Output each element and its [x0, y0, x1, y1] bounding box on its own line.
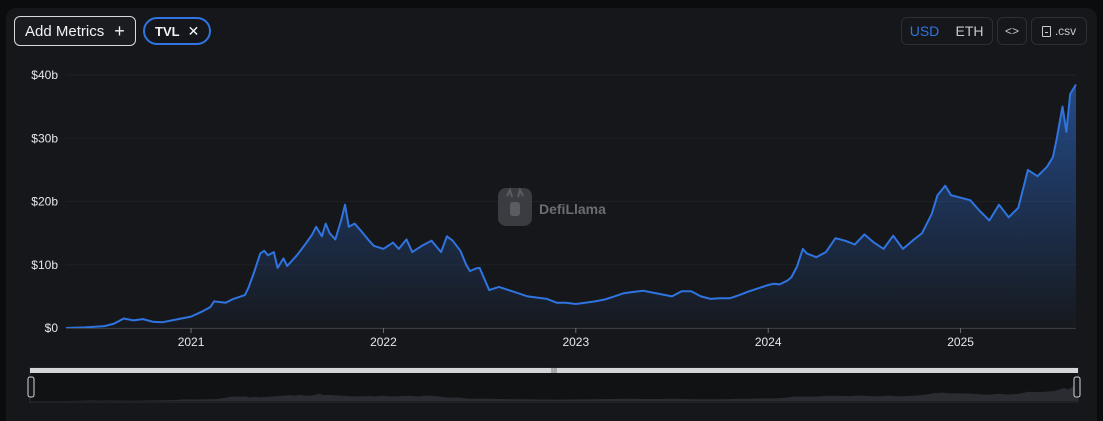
y-tick-label: $40b	[31, 68, 58, 82]
file-icon	[1041, 25, 1051, 37]
download-csv-button[interactable]: .csv	[1031, 17, 1087, 45]
brush-top-bar[interactable]	[30, 368, 1078, 373]
x-tick-label: 2025	[947, 335, 974, 349]
csv-label: .csv	[1054, 24, 1077, 38]
add-metrics-label: Add Metrics	[25, 22, 105, 40]
y-tick-label: $20b	[31, 195, 58, 209]
x-axis: 2021 2022 2023 2024 2025	[66, 328, 1076, 349]
currency-toggle: USD ETH	[901, 17, 993, 45]
embed-button[interactable]: <>	[997, 17, 1027, 45]
brush-right-handle[interactable]	[1073, 376, 1081, 398]
brush-mini-area	[30, 386, 1078, 401]
range-brush[interactable]: |||	[27, 367, 1081, 403]
brush-grip-icon[interactable]: |||	[551, 367, 557, 374]
currency-eth-button[interactable]: ETH	[955, 23, 984, 39]
x-tick-label: 2024	[755, 335, 782, 349]
y-axis: $0 $10b $20b $30b $40b	[31, 68, 58, 335]
close-icon[interactable]: ✕	[187, 22, 200, 39]
chart-panel	[6, 8, 1097, 421]
plus-icon: +	[114, 21, 125, 41]
currency-usd-button[interactable]: USD	[909, 23, 940, 39]
x-tick-label: 2022	[370, 335, 397, 349]
brush-left-handle[interactable]	[27, 376, 35, 398]
add-metrics-button[interactable]: Add Metrics +	[14, 16, 136, 46]
watermark-text: DefiLlama	[539, 201, 606, 217]
y-tick-label: $0	[45, 321, 59, 335]
y-tick-label: $30b	[31, 131, 58, 145]
metric-chip-label: TVL	[155, 23, 180, 39]
x-tick-label: 2023	[562, 335, 589, 349]
watermark: DefiLlama	[498, 187, 606, 226]
metric-chip-tvl[interactable]: TVL ✕	[143, 17, 212, 45]
embed-icon: <>	[1004, 24, 1019, 38]
x-tick-label: 2021	[178, 335, 205, 349]
tvl-area-fill	[66, 84, 1076, 328]
y-tick-label: $10b	[31, 258, 58, 272]
tvl-series-line	[65, 83, 1077, 329]
